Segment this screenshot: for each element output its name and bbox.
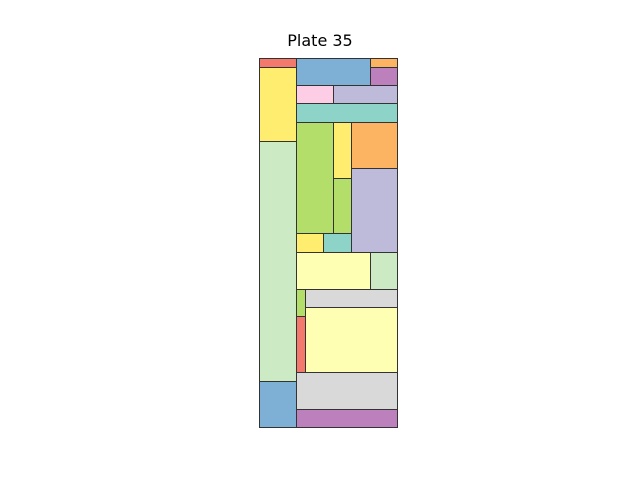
tile-1-red — [259, 58, 297, 68]
tile-11-orange — [351, 122, 398, 169]
tile-group — [259, 58, 398, 428]
tile-16-teal — [323, 233, 352, 253]
plot-title: Plate 35 — [287, 31, 353, 50]
tile-21-red — [296, 316, 306, 373]
tile-25-purple — [296, 409, 398, 428]
tile-10-yellow — [333, 122, 352, 179]
tile-20-gray — [305, 289, 398, 308]
tile-17-cream — [296, 252, 371, 290]
tile-5-yellow — [259, 67, 297, 142]
tile-22-cream — [305, 307, 398, 373]
plate-frame — [259, 58, 398, 428]
tile-24-gray — [296, 372, 398, 410]
tile-23-blue — [259, 381, 297, 428]
tile-4-purple — [370, 67, 398, 86]
tile-13-lavender — [351, 168, 398, 253]
tile-9-green — [296, 122, 334, 234]
tile-2-blue — [296, 58, 371, 86]
tile-7-lavender — [333, 85, 398, 104]
tile-14-lightgreen — [259, 141, 297, 382]
tile-19-green — [296, 289, 306, 317]
tile-18-lightgreen — [370, 252, 398, 290]
tile-8-teal — [296, 103, 398, 123]
tile-15-yellow — [296, 233, 324, 253]
tile-3-orange — [370, 58, 398, 68]
tile-6-pink — [296, 85, 334, 104]
tile-12-green — [333, 178, 352, 234]
